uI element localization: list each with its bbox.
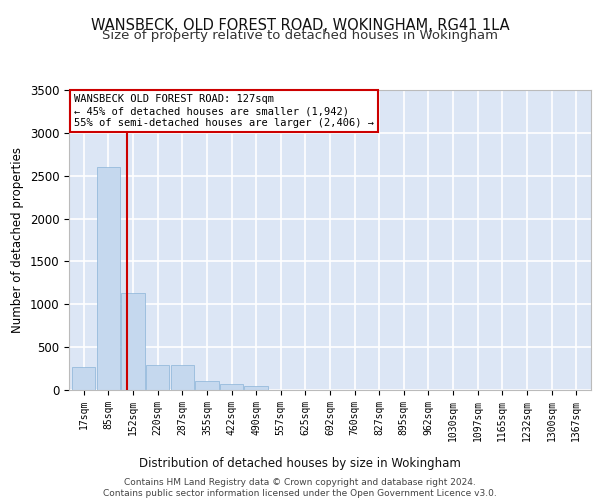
Bar xyxy=(72,367,95,390)
Bar xyxy=(170,365,194,390)
Bar xyxy=(220,384,243,390)
Text: Size of property relative to detached houses in Wokingham: Size of property relative to detached ho… xyxy=(102,29,498,42)
Bar xyxy=(244,386,268,390)
Text: Distribution of detached houses by size in Wokingham: Distribution of detached houses by size … xyxy=(139,458,461,470)
Bar xyxy=(195,382,218,390)
Text: WANSBECK, OLD FOREST ROAD, WOKINGHAM, RG41 1LA: WANSBECK, OLD FOREST ROAD, WOKINGHAM, RG… xyxy=(91,18,509,32)
Text: WANSBECK OLD FOREST ROAD: 127sqm
← 45% of detached houses are smaller (1,942)
55: WANSBECK OLD FOREST ROAD: 127sqm ← 45% o… xyxy=(74,94,374,128)
Bar xyxy=(97,167,120,390)
Bar xyxy=(121,293,145,390)
Y-axis label: Number of detached properties: Number of detached properties xyxy=(11,147,24,333)
Bar xyxy=(146,365,169,390)
Text: Contains HM Land Registry data © Crown copyright and database right 2024.
Contai: Contains HM Land Registry data © Crown c… xyxy=(103,478,497,498)
